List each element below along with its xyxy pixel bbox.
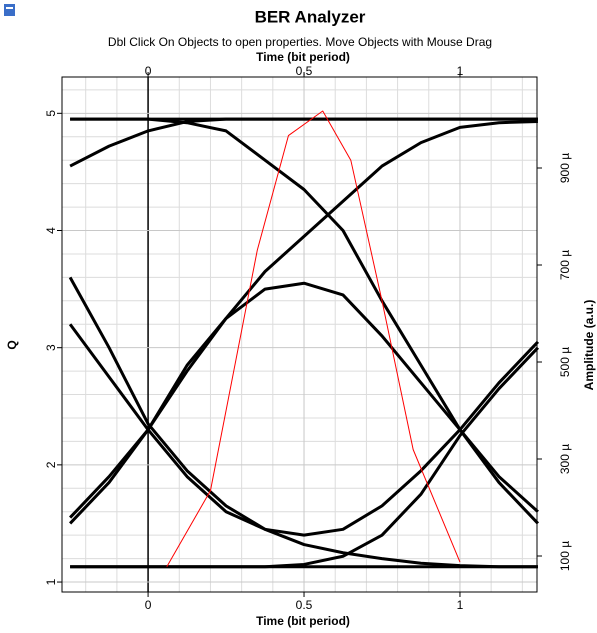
chart-title: BER Analyzer (255, 7, 366, 26)
plot-area: 0 0 0.5 0.5 1 1 1 2 3 4 5 100 µ 300 µ 500 µ 700 µ 900 µ (44, 64, 572, 612)
y2-axis-label: Amplitude (a.u.) (582, 300, 596, 391)
chart-subtitle: Dbl Click On Objects to open properties.… (108, 35, 492, 49)
y-tick-label: 3 (44, 344, 58, 351)
x-tick-label: 0.5 (296, 598, 313, 612)
y2-tick-label: 700 µ (558, 250, 572, 280)
eye-trace (69, 281, 539, 519)
window-icon (4, 4, 15, 16)
x-tick-label: 0 (145, 598, 152, 612)
y-tick-label: 4 (44, 227, 58, 234)
y-axis-label: Q (5, 340, 19, 349)
eye-trace (68, 276, 538, 569)
eye-trace (70, 346, 540, 569)
y-tick-label: 2 (44, 461, 58, 468)
plot-frame (61, 76, 538, 593)
y2-tick-label: 100 µ (558, 541, 572, 571)
eye-trace (69, 117, 538, 168)
y2-tick-label: 900 µ (558, 153, 572, 183)
top-tick-label: 0.5 (296, 64, 313, 78)
top-axis-label: Time (bit period) (256, 50, 350, 64)
y-tick-label: 5 (44, 110, 58, 117)
x-axis-label: Time (bit period) (256, 614, 350, 628)
window-icon-detail (6, 7, 13, 9)
top-tick-label: 1 (457, 64, 464, 78)
x-tick-label: 1 (457, 598, 464, 612)
y2-tick-label: 500 µ (558, 347, 572, 377)
q-curve (166, 110, 461, 568)
y2-tick-label: 300 µ (558, 444, 572, 474)
plot-background (62, 77, 537, 592)
y-tick-label: 1 (44, 578, 58, 585)
top-tick-label: 0 (145, 64, 152, 78)
